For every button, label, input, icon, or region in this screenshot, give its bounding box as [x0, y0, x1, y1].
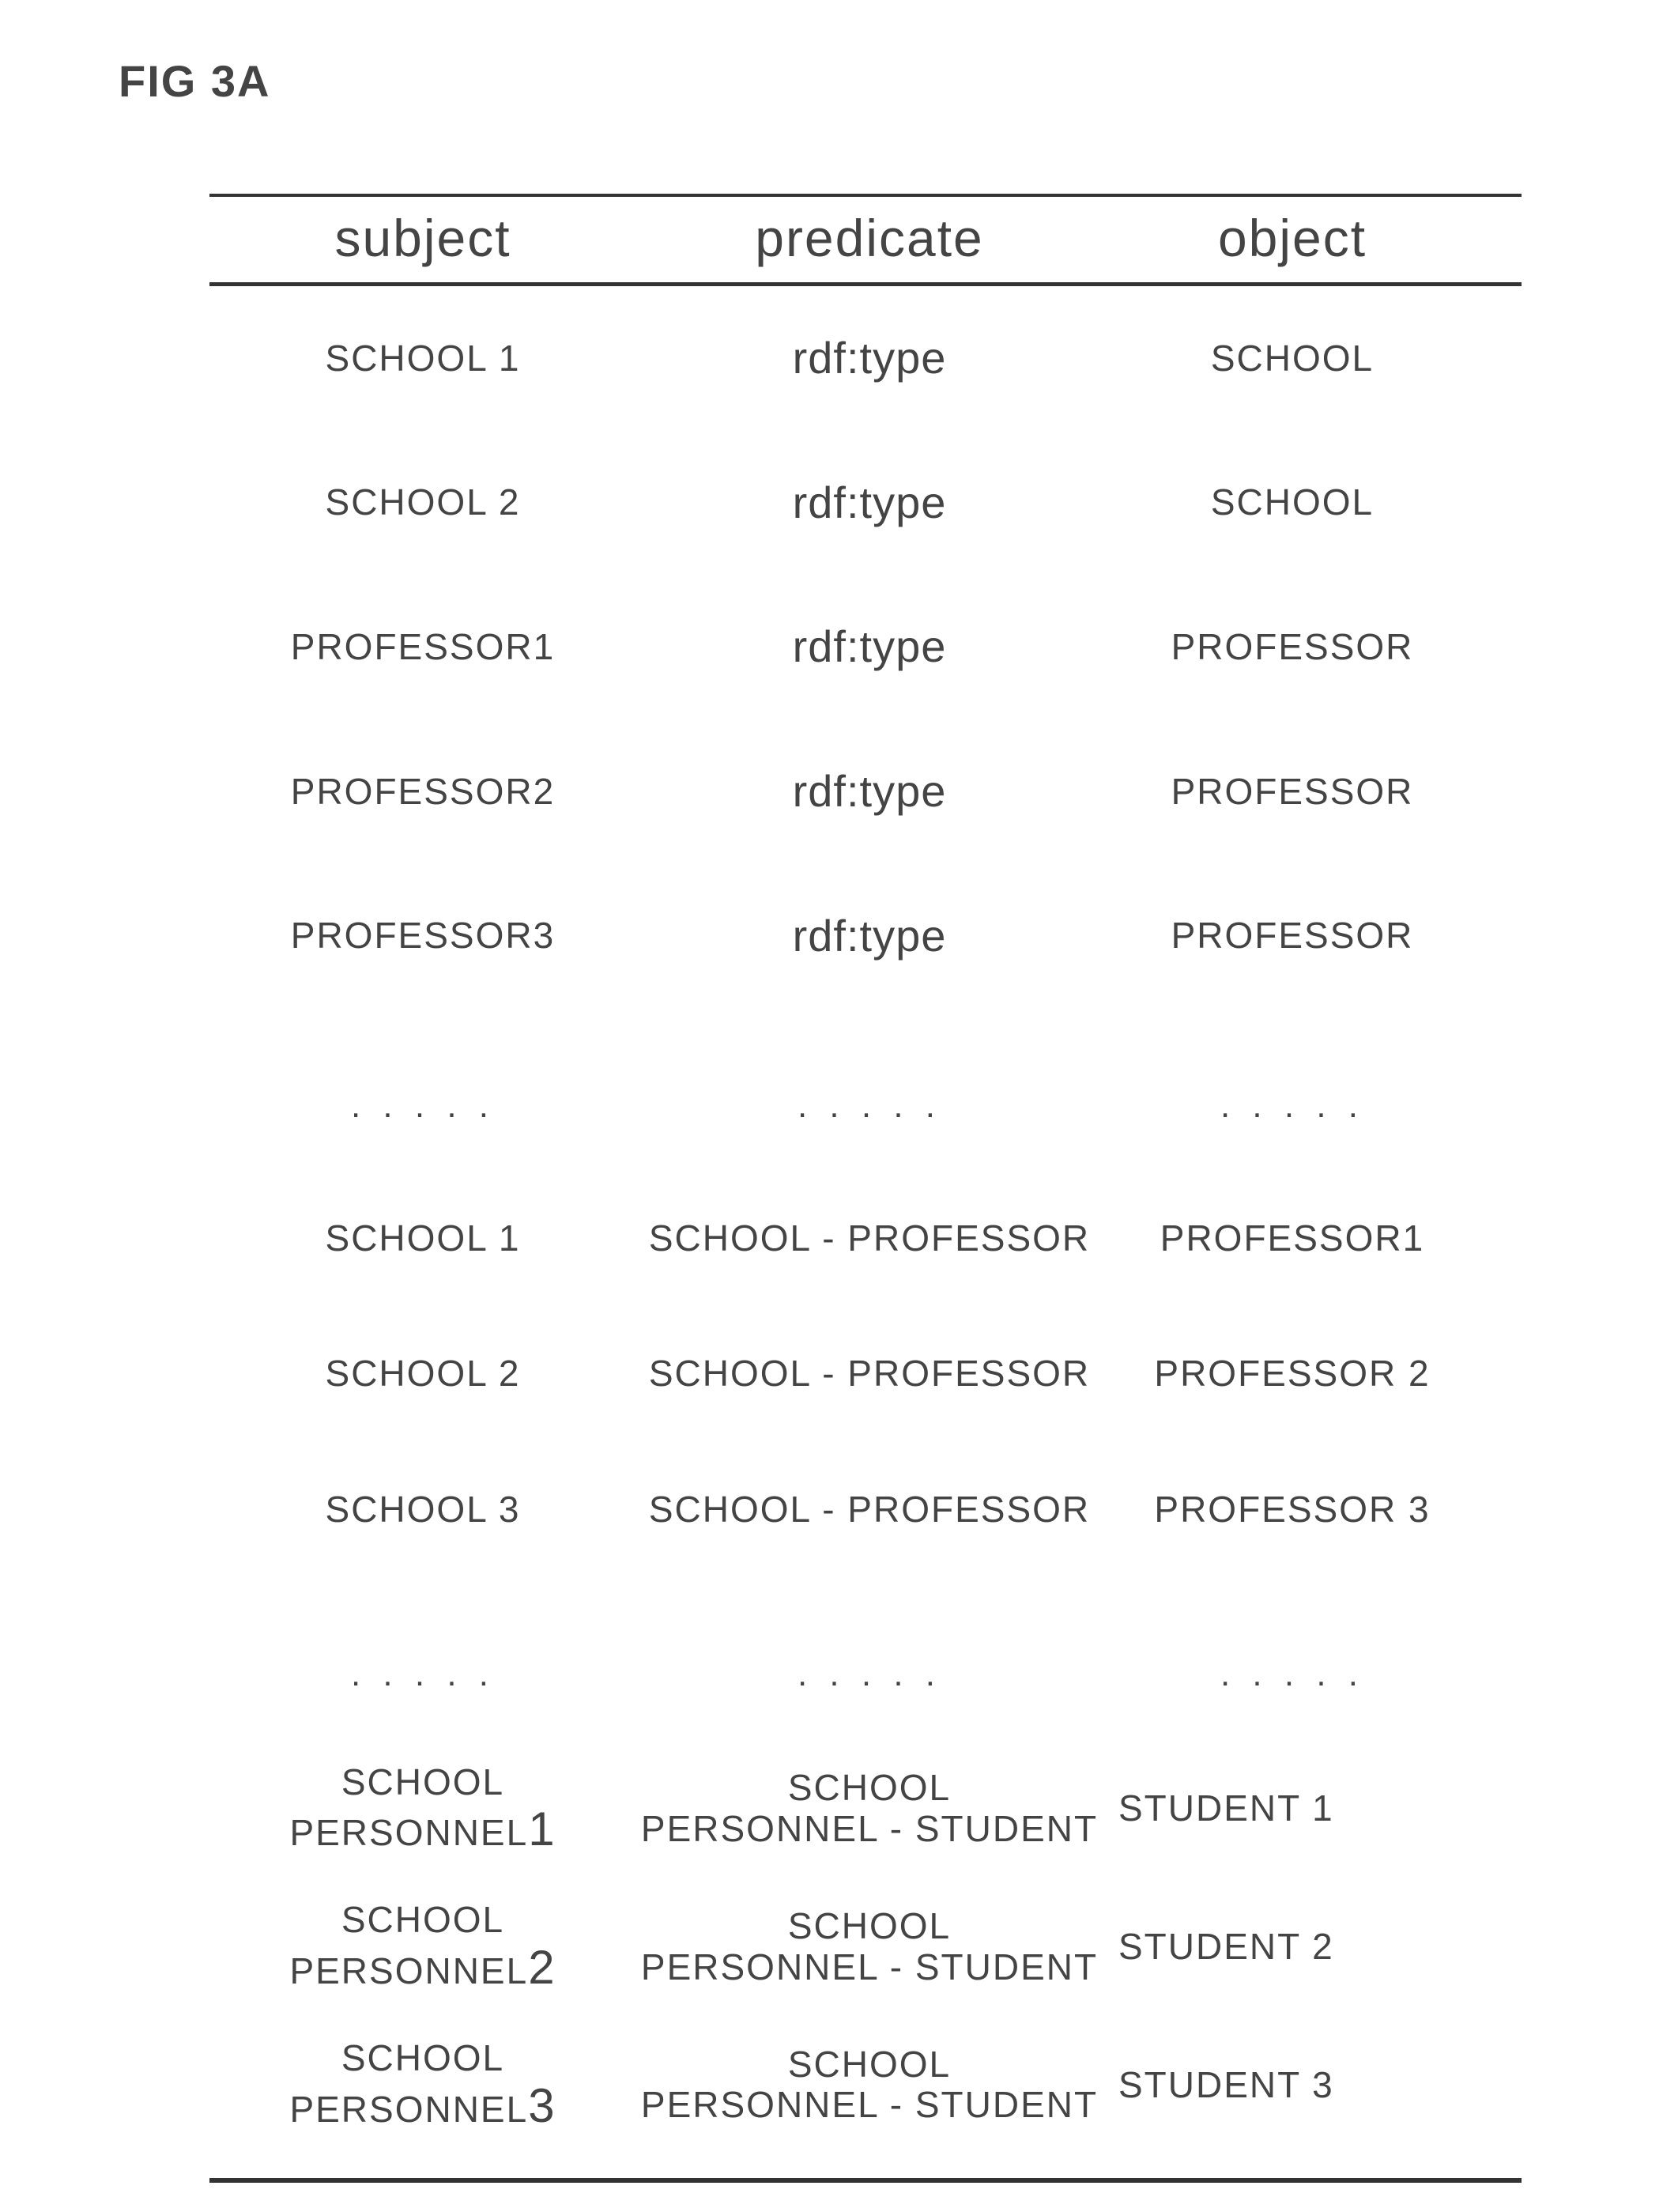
cell-subject: . . . . . — [209, 1086, 636, 1125]
spacer — [209, 1147, 1522, 1171]
table-row: SCHOOL PERSONNEL1 SCHOOL PERSONNEL - STU… — [209, 1740, 1522, 1878]
col-header-predicate: predicate — [636, 209, 1103, 268]
cell-predicate: SCHOOL - PROFESSOR — [636, 1218, 1103, 1259]
cell-subject: SCHOOL 1 — [209, 338, 636, 379]
cell-subject: SCHOOL 3 — [209, 1489, 636, 1531]
spacer — [209, 1577, 1522, 1633]
cell-object: PROFESSOR — [1103, 627, 1482, 668]
table-row: SCHOOL 2 rdf:type SCHOOL — [209, 431, 1522, 576]
cell-predicate: SCHOOL PERSONNEL - STUDENT — [636, 1906, 1103, 1987]
cell-object: PROFESSOR1 — [1103, 1218, 1482, 1259]
spacer — [209, 1716, 1522, 1740]
col-header-object: object — [1103, 209, 1482, 268]
spacer — [209, 1009, 1522, 1064]
cell-object: STUDENT 1 — [1103, 1788, 1498, 1829]
cell-object: STUDENT 3 — [1103, 2065, 1498, 2106]
table-row: PROFESSOR3 rdf:type PROFESSOR — [209, 864, 1522, 1009]
cell-predicate: . . . . . — [636, 1655, 1103, 1693]
cell-subject: SCHOOL 2 — [209, 1353, 636, 1395]
cell-object: SCHOOL — [1103, 338, 1482, 379]
cell-predicate: SCHOOL - PROFESSOR — [636, 1489, 1103, 1531]
cell-object: PROFESSOR 3 — [1103, 1489, 1482, 1531]
cell-predicate: . . . . . — [636, 1086, 1103, 1125]
table-rule-bottom — [209, 2178, 1522, 2183]
table-row: SCHOOL 3 SCHOOL - PROFESSOR PROFESSOR 3 — [209, 1442, 1522, 1578]
cell-object: PROFESSOR — [1103, 915, 1482, 957]
cell-predicate: rdf:type — [636, 622, 1103, 672]
cell-object: PROFESSOR 2 — [1103, 1353, 1482, 1395]
table-row-ellipsis: . . . . . . . . . . . . . . . — [209, 1064, 1522, 1147]
rdf-triple-table: subject predicate object SCHOOL 1 rdf:ty… — [209, 194, 1522, 2183]
table-row: PROFESSOR1 rdf:type PROFESSOR — [209, 575, 1522, 719]
table-row: SCHOOL 1 rdf:type SCHOOL — [209, 286, 1522, 431]
cell-predicate: rdf:type — [636, 334, 1103, 383]
cell-object: . . . . . — [1103, 1655, 1482, 1693]
cell-subject: . . . . . — [209, 1655, 636, 1693]
figure-label: FIG 3A — [119, 55, 270, 107]
spacer — [209, 2154, 1522, 2178]
cell-object: PROFESSOR — [1103, 772, 1482, 813]
cell-subject: SCHOOL 1 — [209, 1218, 636, 1259]
table-rule-top-thin — [209, 194, 1522, 197]
cell-object: SCHOOL — [1103, 482, 1482, 523]
col-header-subject: subject — [209, 209, 636, 268]
table-row: SCHOOL PERSONNEL3 SCHOOL PERSONNEL - STU… — [209, 2016, 1522, 2154]
cell-subject: PROFESSOR3 — [209, 915, 636, 957]
table-row: SCHOOL PERSONNEL2 SCHOOL PERSONNEL - STU… — [209, 1878, 1522, 2016]
cell-predicate: SCHOOL PERSONNEL - STUDENT — [636, 1768, 1103, 1849]
cell-predicate: rdf:type — [636, 912, 1103, 961]
cell-subject: SCHOOL PERSONNEL3 — [209, 2038, 636, 2132]
table-header-row: subject predicate object — [209, 200, 1522, 282]
cell-predicate: rdf:type — [636, 478, 1103, 528]
cell-predicate: SCHOOL - PROFESSOR — [636, 1353, 1103, 1395]
cell-subject: SCHOOL PERSONNEL2 — [209, 1900, 636, 1994]
cell-subject: PROFESSOR2 — [209, 772, 636, 813]
table-row: SCHOOL 2 SCHOOL - PROFESSOR PROFESSOR 2 — [209, 1306, 1522, 1442]
cell-predicate: SCHOOL PERSONNEL - STUDENT — [636, 2044, 1103, 2126]
table-body: SCHOOL 1 rdf:type SCHOOL SCHOOL 2 rdf:ty… — [209, 286, 1522, 2178]
table-row: PROFESSOR2 rdf:type PROFESSOR — [209, 719, 1522, 864]
cell-object: . . . . . — [1103, 1086, 1482, 1125]
cell-object: STUDENT 2 — [1103, 1927, 1498, 1968]
table-row-ellipsis: . . . . . . . . . . . . . . . — [209, 1633, 1522, 1716]
cell-subject: SCHOOL 2 — [209, 482, 636, 523]
cell-predicate: rdf:type — [636, 767, 1103, 817]
cell-subject: PROFESSOR1 — [209, 627, 636, 668]
cell-subject: SCHOOL PERSONNEL1 — [209, 1762, 636, 1856]
table-row: SCHOOL 1 SCHOOL - PROFESSOR PROFESSOR1 — [209, 1171, 1522, 1307]
page: FIG 3A subject predicate object SCHOOL 1… — [0, 0, 1663, 2212]
